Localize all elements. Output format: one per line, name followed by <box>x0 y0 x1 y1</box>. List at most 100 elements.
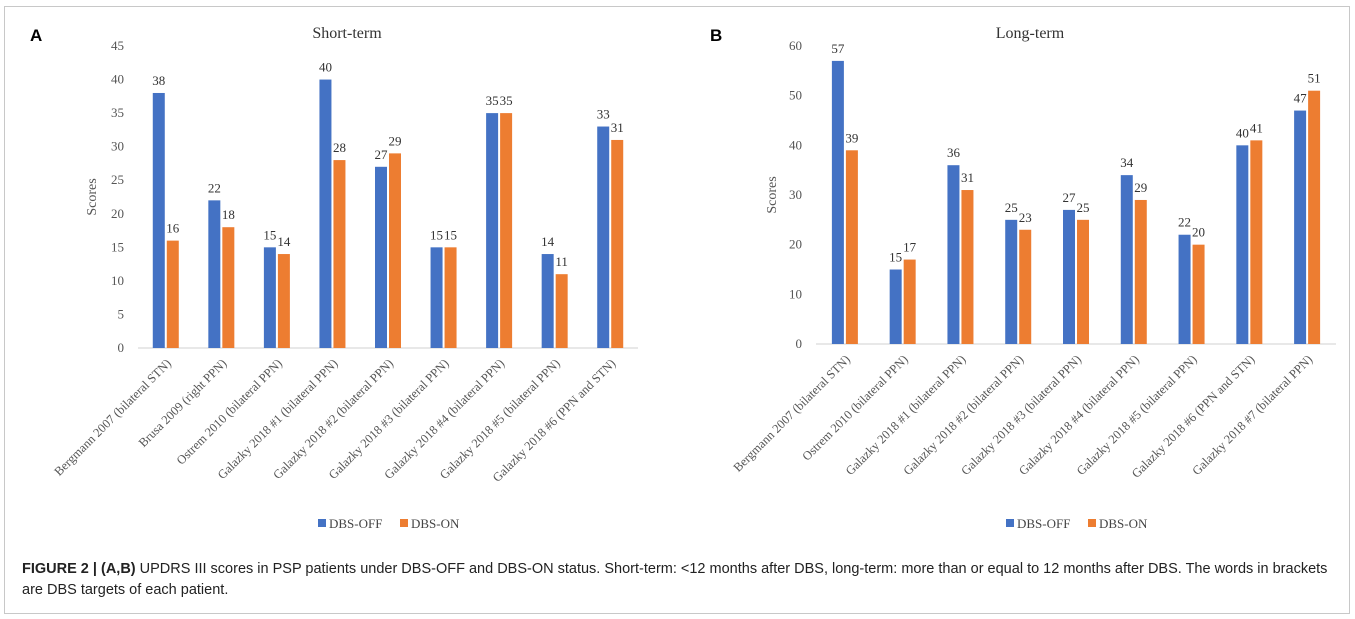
data-label-dbs-on: 35 <box>500 93 513 108</box>
data-label-dbs-off: 15 <box>263 227 276 242</box>
bar-dbs-off <box>541 254 554 348</box>
x-tick-label: Galazky 2018 #3 (bilateral PPN) <box>326 356 452 482</box>
y-tick-label: 10 <box>789 286 802 301</box>
caption-label: FIGURE 2 | (A,B) <box>22 561 136 577</box>
data-label-dbs-off: 15 <box>430 227 443 242</box>
y-tick-label: 15 <box>111 239 124 254</box>
bar-dbs-on <box>845 150 858 344</box>
data-label-dbs-on: 16 <box>166 221 180 236</box>
y-tick-label: 10 <box>111 273 124 288</box>
data-label-dbs-on: 29 <box>389 133 402 148</box>
bar-dbs-off <box>1294 110 1307 344</box>
data-label-dbs-on: 31 <box>961 170 974 185</box>
legend-swatch-dbs-off <box>318 519 326 527</box>
chart-title: Short-term <box>312 25 382 42</box>
bar-dbs-off <box>947 165 960 344</box>
bar-dbs-on <box>1134 199 1147 344</box>
bar-dbs-on <box>389 153 401 348</box>
data-label-dbs-off: 22 <box>1178 215 1191 230</box>
data-label-dbs-off: 25 <box>1005 200 1018 215</box>
bar-dbs-off <box>486 113 499 348</box>
y-tick-label: 45 <box>111 38 124 53</box>
data-label-dbs-off: 14 <box>541 234 555 249</box>
x-tick-label: Galazky 2018 #5 (bilateral PPN) <box>437 356 563 482</box>
x-tick-label: Galazky 2018 #2 (bilateral PPN) <box>270 356 396 482</box>
y-tick-label: 60 <box>789 38 802 53</box>
y-tick-label: 35 <box>111 105 124 120</box>
x-tick-label: Ostrem 2010 (bilateral PPN) <box>174 356 285 467</box>
bar-dbs-on <box>277 254 290 348</box>
bar-dbs-off <box>1120 175 1133 344</box>
bar-dbs-on <box>166 240 179 348</box>
y-tick-label: 0 <box>796 336 803 351</box>
bar-dbs-off <box>1005 219 1018 344</box>
bar-dbs-on <box>611 139 624 348</box>
data-label-dbs-off: 34 <box>1120 155 1134 170</box>
x-tick-label: Galazky 2018 #1 (bilateral PPN) <box>215 356 341 482</box>
data-label-dbs-on: 18 <box>222 207 235 222</box>
bar-dbs-off <box>597 126 610 349</box>
bar-dbs-off <box>831 60 844 345</box>
bar-dbs-on <box>1192 244 1205 344</box>
legend-label-dbs-on: DBS-ON <box>411 516 460 531</box>
figure-frame <box>4 6 1350 614</box>
y-tick-label: 40 <box>789 137 802 152</box>
x-tick-label: Galazky 2018 #3 (bilateral PPN) <box>958 352 1084 478</box>
legend-label-dbs-off: DBS-OFF <box>329 516 382 531</box>
bar-dbs-on <box>333 160 346 348</box>
bar-dbs-on <box>500 113 513 348</box>
data-label-dbs-on: 31 <box>611 120 624 135</box>
legend-swatch-dbs-on <box>400 519 408 527</box>
chart-b: B Long-term Scores 0 10 20 30 40 50 60 57 39 Bergman… <box>710 25 1336 531</box>
y-tick-label: 20 <box>789 237 802 252</box>
data-label-dbs-on: 15 <box>444 227 457 242</box>
bar-dbs-on <box>1019 229 1032 344</box>
bar-dbs-off <box>208 200 221 348</box>
data-label-dbs-off: 57 <box>831 41 845 56</box>
data-label-dbs-off: 47 <box>1294 91 1308 106</box>
data-label-dbs-on: 25 <box>1077 200 1090 215</box>
x-tick-label: Ostrem 2010 (bilateral PPN) <box>799 352 910 463</box>
bar-dbs-off <box>375 166 387 348</box>
legend-swatch-dbs-on <box>1088 519 1096 527</box>
data-label-dbs-off: 22 <box>208 180 221 195</box>
legend-label-dbs-off: DBS-OFF <box>1017 516 1070 531</box>
data-label-dbs-off: 33 <box>597 107 610 122</box>
data-label-dbs-off: 35 <box>486 93 499 108</box>
data-label-dbs-off: 36 <box>947 145 961 160</box>
data-label-dbs-on: 39 <box>845 130 858 145</box>
bar-dbs-on <box>903 259 916 344</box>
x-tick-label: Galazky 2018 #2 (bilateral PPN) <box>901 352 1027 478</box>
bar-dbs-on <box>961 190 974 344</box>
bar-dbs-off <box>1236 145 1249 344</box>
x-tick-label: Galazky 2018 #1 (bilateral PPN) <box>843 352 969 478</box>
data-label-dbs-on: 28 <box>333 140 346 155</box>
bar-dbs-on <box>1077 219 1089 344</box>
legend-swatch-dbs-off <box>1006 519 1014 527</box>
bar-dbs-on <box>444 247 457 348</box>
figure-caption: FIGURE 2 | (A,B) UPDRS III scores in PSP… <box>22 559 1332 601</box>
bar-dbs-off <box>152 92 165 348</box>
data-label-dbs-on: 11 <box>555 254 568 269</box>
chart-title: Long-term <box>996 25 1065 42</box>
x-tick-label: Galazky 2018 #6 (PPN and STN) <box>490 356 618 484</box>
data-label-dbs-off: 27 <box>375 147 389 162</box>
data-label-dbs-off: 27 <box>1063 190 1077 205</box>
bar-dbs-off <box>430 247 443 348</box>
x-tick-label: Galazky 2018 #6 (PPN and STN) <box>1129 352 1257 480</box>
y-tick-label: 20 <box>111 206 124 221</box>
y-axis-label: Scores <box>765 176 780 213</box>
x-tick-label: Galazky 2018 #4 (bilateral PPN) <box>1016 352 1142 478</box>
data-label-dbs-off: 40 <box>1236 125 1249 140</box>
bar-dbs-off <box>319 79 332 349</box>
chart-a: A Short-term Scores 0 5 10 15 20 25 30 35 40 45 38 16 B… <box>30 25 638 531</box>
data-label-dbs-on: 41 <box>1250 120 1263 135</box>
data-label-dbs-off: 15 <box>889 250 902 265</box>
bar-dbs-off <box>1178 234 1191 344</box>
bar-dbs-on <box>1250 140 1263 344</box>
bar-dbs-on <box>555 274 568 348</box>
y-axis-label: Scores <box>85 178 100 215</box>
data-label-dbs-on: 17 <box>903 240 917 255</box>
data-label-dbs-on: 51 <box>1308 71 1321 86</box>
x-tick-label: Bergmann 2007 (bilateral STN) <box>731 352 853 474</box>
